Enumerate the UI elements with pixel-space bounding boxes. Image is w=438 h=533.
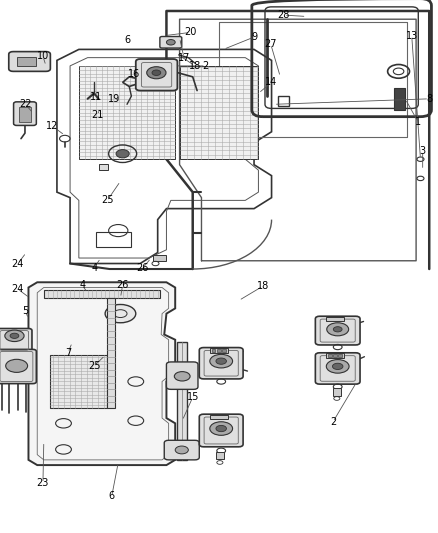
Circle shape xyxy=(5,330,24,342)
Circle shape xyxy=(116,150,129,158)
Circle shape xyxy=(210,354,233,368)
Text: 24: 24 xyxy=(11,259,24,269)
Text: 26: 26 xyxy=(117,280,129,290)
Polygon shape xyxy=(28,282,175,465)
Text: 3: 3 xyxy=(420,146,426,156)
Text: 27: 27 xyxy=(265,39,277,49)
Bar xyxy=(96,232,131,247)
Circle shape xyxy=(210,422,233,435)
Bar xyxy=(394,88,405,110)
Bar xyxy=(338,354,342,358)
Bar xyxy=(19,107,31,122)
Text: 14: 14 xyxy=(265,77,278,87)
Text: 25: 25 xyxy=(101,196,113,205)
FancyBboxPatch shape xyxy=(14,102,36,125)
Text: 1: 1 xyxy=(415,117,421,127)
Text: 16: 16 xyxy=(127,69,140,79)
Text: 24: 24 xyxy=(11,284,24,294)
FancyBboxPatch shape xyxy=(164,440,199,460)
Text: 6: 6 xyxy=(124,35,130,45)
Text: 2: 2 xyxy=(203,61,209,71)
Text: 8: 8 xyxy=(426,94,432,104)
Text: 18: 18 xyxy=(189,61,201,71)
Text: 25: 25 xyxy=(88,361,100,371)
FancyBboxPatch shape xyxy=(160,36,182,48)
Text: 11: 11 xyxy=(90,92,102,102)
Text: 5: 5 xyxy=(22,306,28,316)
Text: 21: 21 xyxy=(92,110,104,120)
Bar xyxy=(326,317,344,321)
FancyBboxPatch shape xyxy=(0,328,32,352)
Bar xyxy=(212,349,215,352)
Bar xyxy=(328,354,332,358)
FancyBboxPatch shape xyxy=(199,348,243,379)
Text: 18: 18 xyxy=(257,281,269,291)
Polygon shape xyxy=(50,356,107,408)
Circle shape xyxy=(175,446,188,454)
Text: 22: 22 xyxy=(19,99,32,109)
Bar xyxy=(180,66,258,159)
Text: 12: 12 xyxy=(46,122,59,131)
Text: 10: 10 xyxy=(37,51,49,61)
Text: 17: 17 xyxy=(178,53,190,63)
FancyBboxPatch shape xyxy=(9,52,50,71)
Text: 4: 4 xyxy=(91,263,97,273)
Text: 7: 7 xyxy=(65,348,71,358)
Bar xyxy=(333,388,341,396)
Circle shape xyxy=(174,372,190,381)
Text: 15: 15 xyxy=(187,392,199,402)
Bar xyxy=(107,298,115,408)
Bar xyxy=(99,164,108,170)
Circle shape xyxy=(6,359,28,373)
FancyBboxPatch shape xyxy=(315,316,360,345)
FancyBboxPatch shape xyxy=(199,414,243,447)
Circle shape xyxy=(105,304,136,323)
Text: 28: 28 xyxy=(278,10,290,20)
Circle shape xyxy=(326,360,349,373)
Text: 6: 6 xyxy=(109,491,115,502)
Circle shape xyxy=(327,323,349,336)
Text: 19: 19 xyxy=(108,94,120,104)
Text: 2: 2 xyxy=(330,417,336,427)
Bar xyxy=(210,348,228,353)
Bar xyxy=(17,56,36,67)
Circle shape xyxy=(333,327,342,332)
Bar xyxy=(210,415,228,419)
FancyBboxPatch shape xyxy=(0,350,36,384)
Bar xyxy=(222,349,226,352)
Bar xyxy=(217,349,221,352)
Circle shape xyxy=(152,70,161,76)
FancyBboxPatch shape xyxy=(315,353,360,384)
Bar xyxy=(153,255,166,261)
FancyBboxPatch shape xyxy=(136,59,177,91)
Text: 4: 4 xyxy=(79,280,85,290)
Bar xyxy=(79,66,175,159)
Circle shape xyxy=(147,67,166,79)
Bar xyxy=(278,96,289,106)
Circle shape xyxy=(10,333,19,338)
Circle shape xyxy=(216,358,226,364)
Text: 20: 20 xyxy=(184,27,197,37)
Bar xyxy=(177,342,187,460)
Text: 9: 9 xyxy=(251,32,257,42)
Bar xyxy=(326,353,344,358)
Text: 26: 26 xyxy=(136,263,148,273)
Bar xyxy=(44,289,160,298)
Text: 23: 23 xyxy=(37,479,49,488)
Text: 13: 13 xyxy=(406,31,418,41)
Circle shape xyxy=(166,39,175,45)
Circle shape xyxy=(216,425,226,432)
Circle shape xyxy=(332,364,343,369)
Bar xyxy=(333,354,337,358)
Bar xyxy=(216,451,224,459)
FancyBboxPatch shape xyxy=(166,362,198,389)
